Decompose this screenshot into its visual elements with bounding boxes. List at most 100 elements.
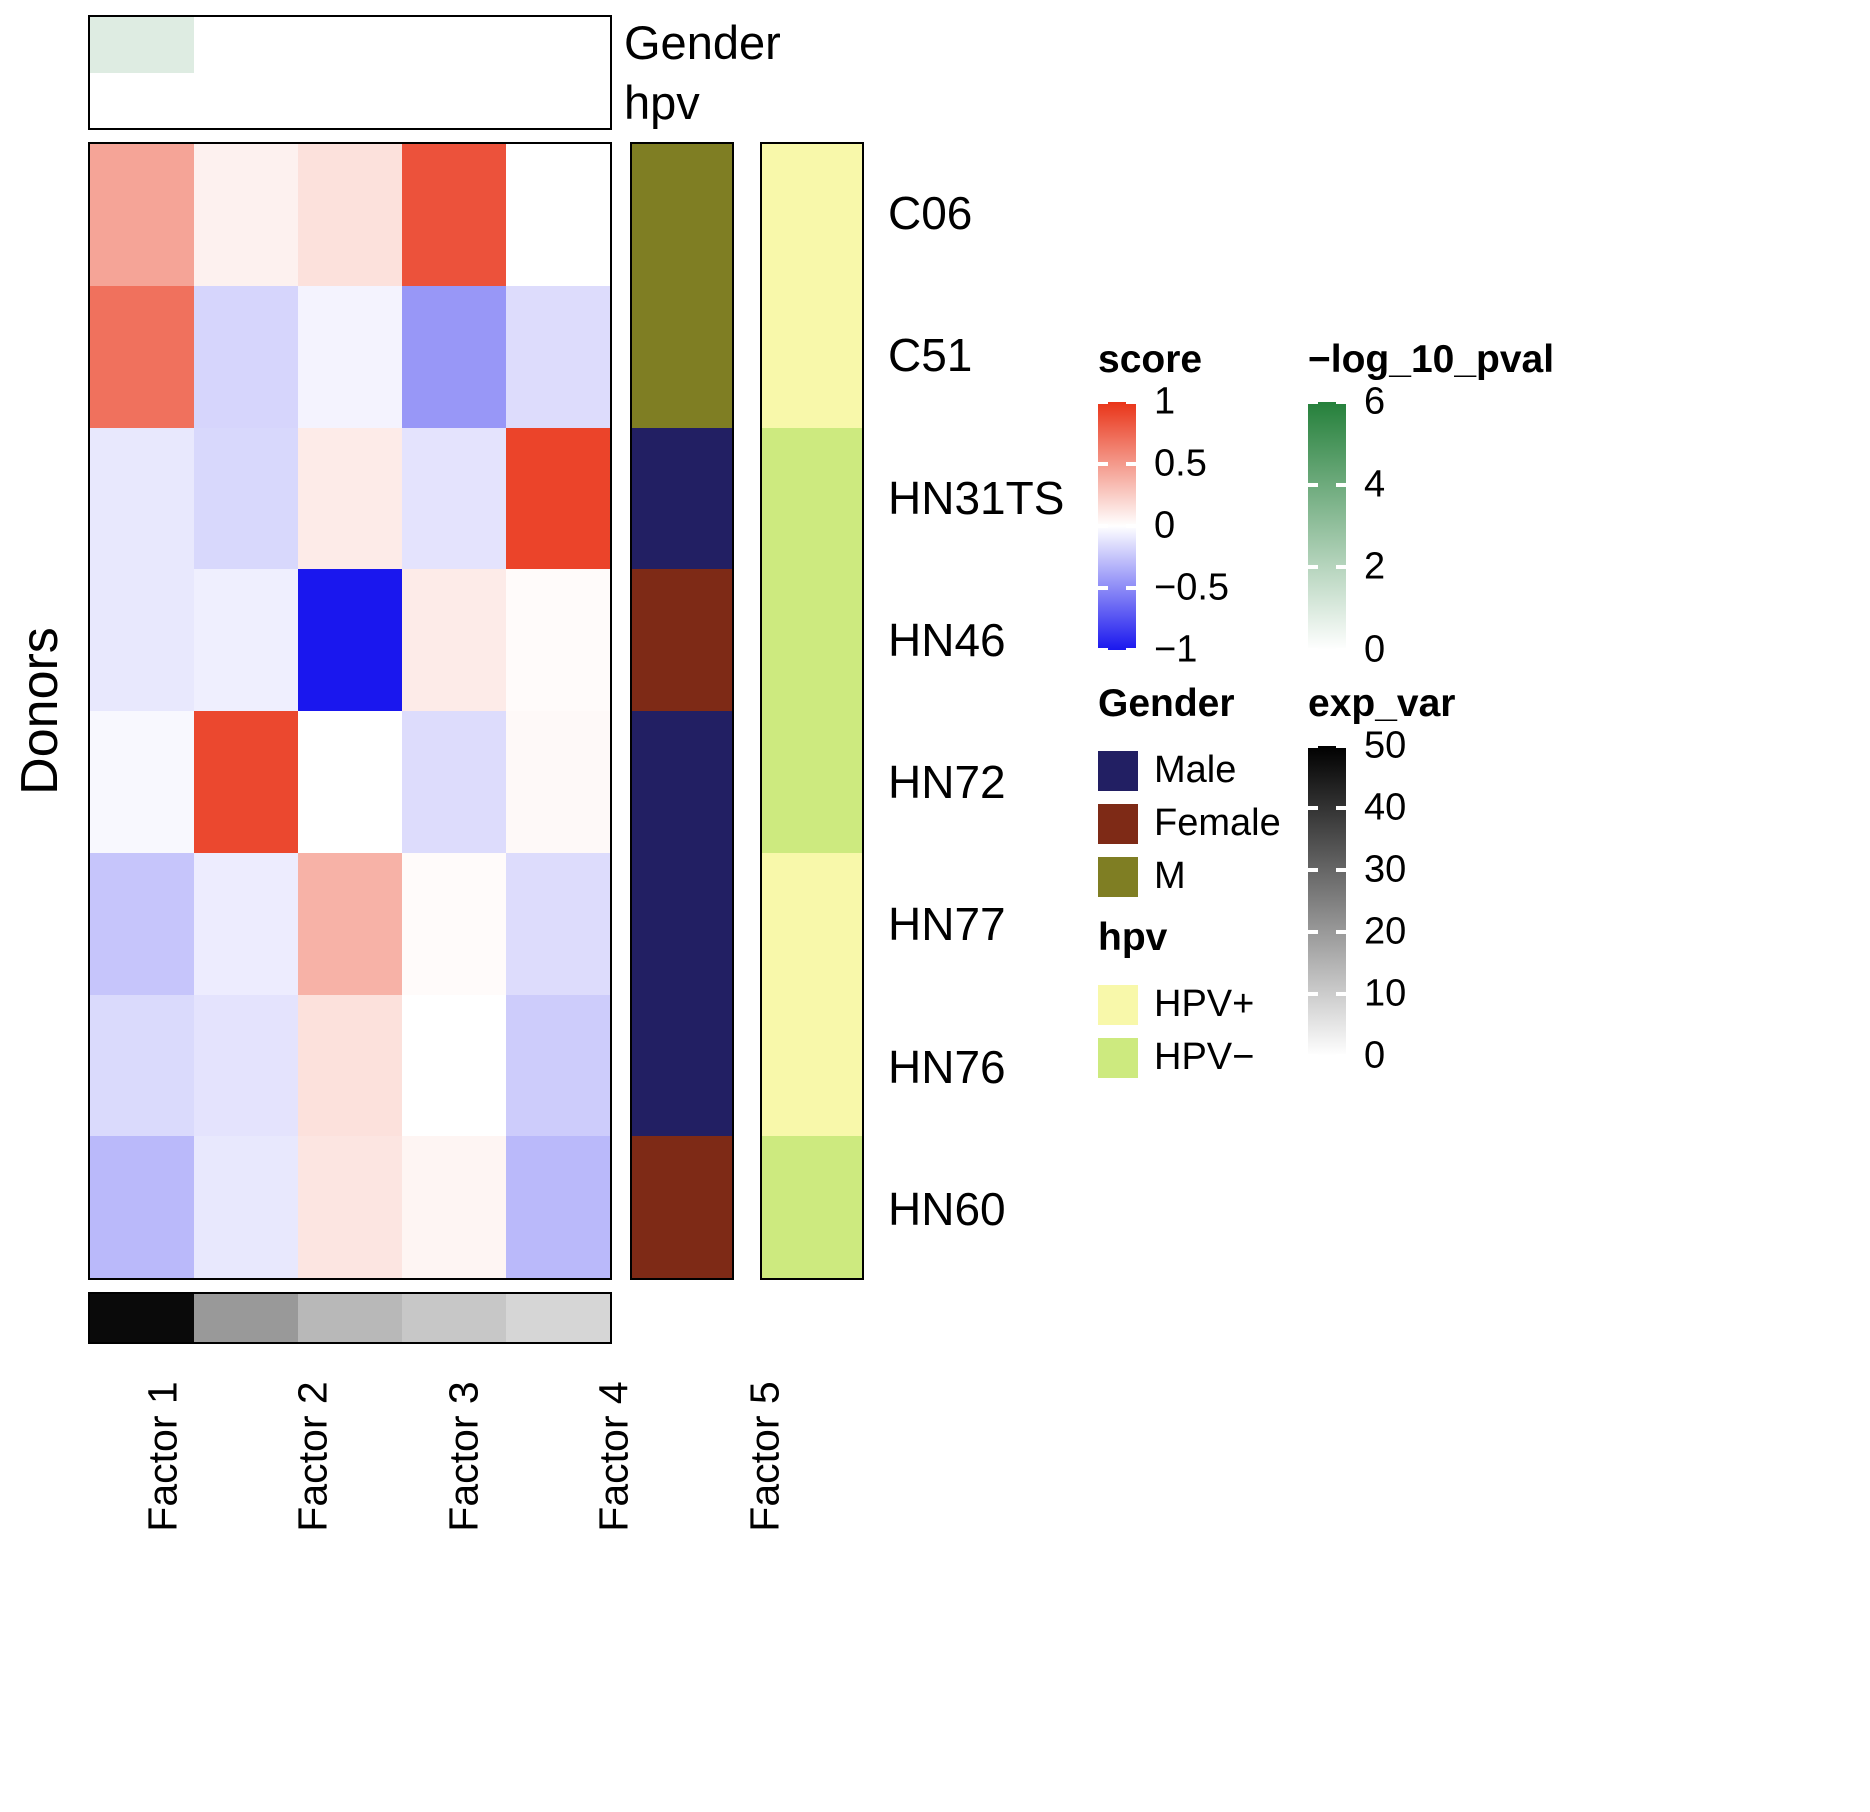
- legend-tick-mark: [1308, 482, 1318, 487]
- pval-cell: [506, 72, 610, 128]
- pval-cell: [194, 72, 298, 128]
- legend-tick-mark: [1336, 868, 1346, 872]
- hpv-cell: [762, 427, 862, 570]
- expvar-legend-title: exp_var: [1308, 682, 1456, 725]
- gender-cell: [632, 144, 732, 286]
- heatmap-cell: [90, 852, 194, 995]
- pval-cell: [90, 72, 194, 128]
- legend-tick-mark: [1126, 648, 1136, 650]
- heatmap-cell: [194, 285, 298, 428]
- heatmap-cell: [506, 144, 610, 286]
- hpv-legend: hpv HPV+ HPV−: [1098, 916, 1254, 1084]
- heatmap-cell: [298, 994, 402, 1137]
- heatmap-cell: [402, 852, 506, 995]
- row-label: HN60: [888, 1182, 1006, 1235]
- hpv-cell: [762, 852, 862, 995]
- legend-swatch: [1098, 1037, 1138, 1078]
- legend-tick-mark: [1098, 586, 1108, 590]
- legend-tick-label: 50: [1364, 724, 1407, 767]
- gender-legend-title: Gender: [1098, 682, 1235, 725]
- row-label: C06: [888, 187, 973, 240]
- pval-cell: [402, 72, 506, 128]
- pval-cell: [298, 72, 402, 128]
- column-label-cell: Factor 5: [690, 1358, 840, 1554]
- gender-annotation-column: [630, 142, 734, 1280]
- gender-annotation-label: Gender: [624, 15, 781, 69]
- legend-item: Male: [1098, 744, 1281, 797]
- legend-tick-label: 6: [1364, 380, 1386, 423]
- pval-cell: [194, 17, 298, 73]
- column-label-cell: Factor 2: [238, 1358, 388, 1554]
- gender-cell: [632, 711, 732, 853]
- legend-item-label: HPV−: [1154, 1036, 1255, 1078]
- heatmap-cell: [506, 852, 610, 995]
- gender-cell: [632, 427, 732, 570]
- expvar-legend: exp_var 50 40 30 20 10 0: [1308, 682, 1456, 1077]
- heatmap-cell: [298, 711, 402, 853]
- legend-tick-label: 0: [1364, 1034, 1386, 1077]
- legend-swatch: [1098, 750, 1138, 791]
- pval-annotation-grid: [90, 17, 610, 128]
- heatmap-cell: [90, 569, 194, 711]
- heatmap-cell: [402, 144, 506, 286]
- legend-item-label: HPV+: [1154, 983, 1255, 1025]
- score-colorbar: [1098, 402, 1136, 650]
- expvar-colorbar: [1308, 746, 1346, 1056]
- hpv-cell: [762, 285, 862, 428]
- legend-tick-mark: [1336, 806, 1346, 810]
- legend-tick-mark: [1308, 565, 1318, 570]
- legend-tick-mark: [1336, 402, 1346, 404]
- column-label-cell: Factor 1: [88, 1358, 238, 1554]
- heatmap-cell: [90, 144, 194, 286]
- legend-tick-label: 0: [1154, 504, 1176, 547]
- hpv-cell: [762, 711, 862, 853]
- legend-tick-label: 10: [1364, 972, 1407, 1015]
- heatmap-cell: [194, 1136, 298, 1278]
- heatmap-cell: [194, 569, 298, 711]
- legend-tick-mark: [1098, 648, 1108, 650]
- legend-tick-mark: [1126, 524, 1136, 528]
- gender-cell: [632, 569, 732, 711]
- legend-item: M: [1098, 850, 1281, 903]
- pval-cell: [402, 17, 506, 73]
- legend-item: Female: [1098, 797, 1281, 850]
- pval-legend: −log_10_pval 6 4 2 0: [1308, 338, 1555, 671]
- heatmap-cell: [402, 1136, 506, 1278]
- legend-tick-label: 4: [1364, 463, 1386, 506]
- expvar-cell: [194, 1294, 298, 1342]
- legend-tick-label: 20: [1364, 910, 1407, 953]
- expvar-annotation-row: [88, 1292, 612, 1344]
- row-label: HN77: [888, 898, 1006, 951]
- legend-tick-mark: [1308, 1054, 1318, 1056]
- legend-tick-label: 2: [1364, 545, 1386, 588]
- pval-legend-title: −log_10_pval: [1308, 338, 1555, 381]
- legend-swatch: [1098, 803, 1138, 844]
- legend-tick-mark: [1098, 524, 1108, 528]
- legend-tick-mark: [1308, 806, 1318, 810]
- legend-item-label: Male: [1154, 749, 1237, 791]
- heatmap-cell: [506, 994, 610, 1137]
- column-label-cell: Factor 3: [389, 1358, 539, 1554]
- row-label: HN76: [888, 1040, 1006, 1093]
- legend-tick-mark: [1336, 648, 1346, 650]
- legend-item-label: Female: [1154, 802, 1281, 844]
- legend-tick-label: 40: [1364, 786, 1407, 829]
- legend-swatch: [1098, 984, 1138, 1025]
- heatmap-cell: [506, 711, 610, 853]
- expvar-cell: [506, 1294, 610, 1342]
- legend-tick-mark: [1308, 930, 1318, 934]
- column-labels: Factor 1 Factor 2 Factor 3 Factor 4 Factor 5: [88, 1358, 788, 1554]
- heatmap-cell: [90, 427, 194, 570]
- legend-tick-label: 1: [1154, 380, 1176, 423]
- heatmap-cell: [506, 569, 610, 711]
- gender-cell: [632, 852, 732, 995]
- heatmap-cell: [90, 994, 194, 1137]
- expvar-cell: [402, 1294, 506, 1342]
- heatmap-cell: [402, 569, 506, 711]
- hpv-legend-title: hpv: [1098, 916, 1168, 959]
- legend-tick-label: −1: [1154, 628, 1198, 671]
- heatmap-cell: [298, 144, 402, 286]
- heatmap-cell: [90, 285, 194, 428]
- hpv-annotation-label: hpv: [624, 75, 700, 129]
